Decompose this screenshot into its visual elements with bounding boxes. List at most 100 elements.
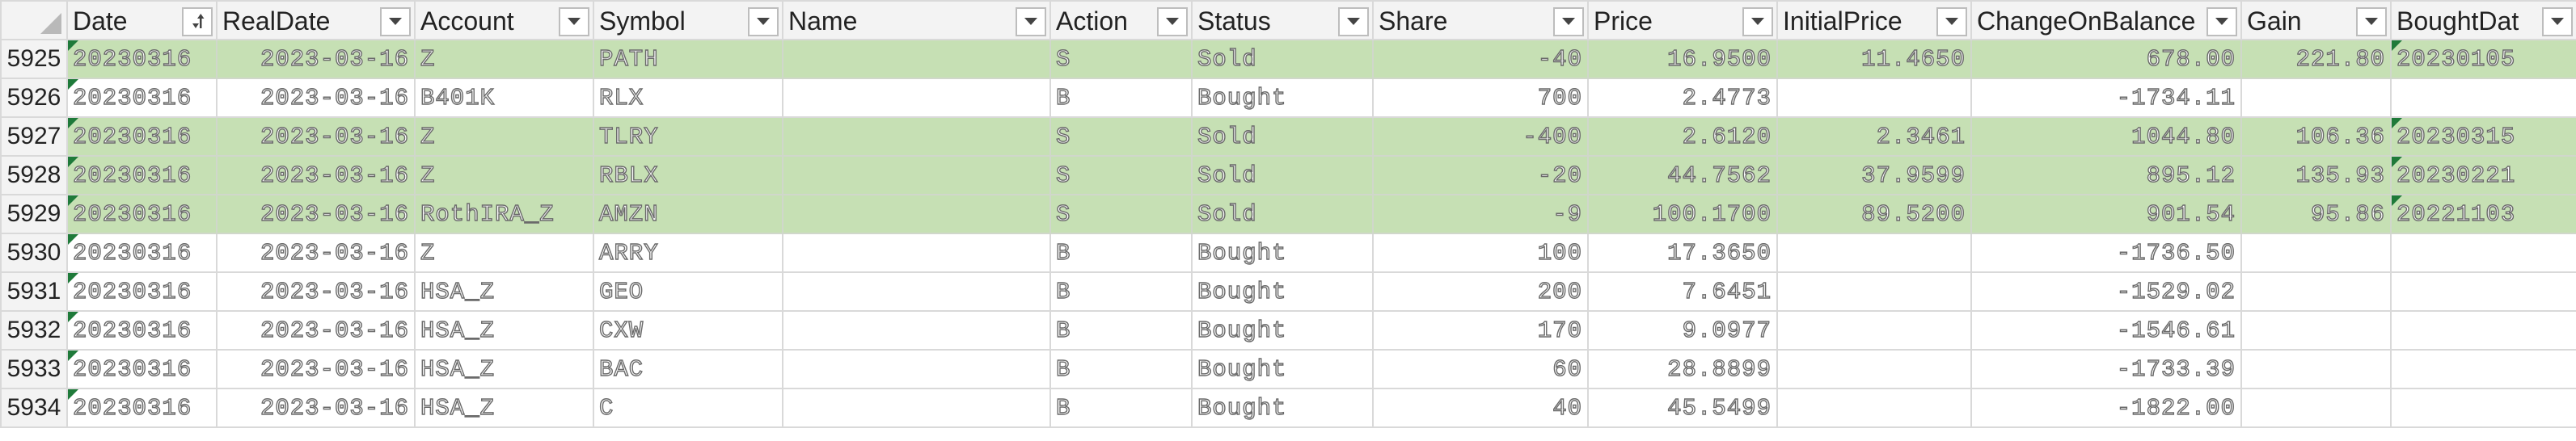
cell-boughtdate[interactable] (2390, 78, 2576, 118)
cell-account[interactable]: B401K (414, 78, 594, 118)
column-header-share[interactable]: Share (1372, 0, 1589, 40)
cell-boughtdate[interactable] (2390, 349, 2576, 389)
cell-status[interactable]: Sold (1191, 39, 1374, 79)
cell-boughtdate[interactable]: 20230315 (2390, 116, 2576, 157)
cell-name[interactable] (782, 349, 1051, 389)
cell-price[interactable]: 9.0977 (1587, 310, 1778, 351)
cell-symbol[interactable]: C (593, 388, 783, 428)
column-header-action[interactable]: Action (1049, 0, 1193, 40)
cell-share[interactable]: 60 (1372, 349, 1589, 389)
cell-account[interactable]: HSA_Z (414, 349, 594, 389)
cell-account[interactable]: HSA_Z (414, 310, 594, 351)
cell-price[interactable]: 16.9500 (1587, 39, 1778, 79)
filter-button[interactable] (1553, 7, 1584, 36)
cell-initialprice[interactable]: 37.9599 (1776, 155, 1972, 195)
cell-gain[interactable] (2240, 349, 2392, 389)
cell-realdate[interactable]: 2023-03-16 (216, 78, 416, 118)
cell-name[interactable] (782, 39, 1051, 79)
cell-symbol[interactable]: BAC (593, 349, 783, 389)
cell-status[interactable]: Bought (1191, 388, 1374, 428)
cell-symbol[interactable]: GEO (593, 271, 783, 312)
cell-account[interactable]: Z (414, 155, 594, 195)
filter-button[interactable] (748, 7, 779, 36)
column-header-initialprice[interactable]: InitialPrice (1776, 0, 1972, 40)
table-row[interactable]: 5928 20230316 2023-03-16 Z RBLX S Sold -20 44.75… (0, 155, 2576, 195)
cell-realdate[interactable]: 2023-03-16 (216, 388, 416, 428)
cell-realdate[interactable]: 2023-03-16 (216, 271, 416, 312)
cell-symbol[interactable]: ARRY (593, 233, 783, 273)
cell-action[interactable]: B (1049, 271, 1193, 312)
cell-changeonbalance[interactable]: -1736.50 (1970, 233, 2242, 273)
cell-gain[interactable] (2240, 78, 2392, 118)
cell-share[interactable]: -9 (1372, 194, 1589, 234)
cell-initialprice[interactable] (1776, 78, 1972, 118)
cell-share[interactable]: 700 (1372, 78, 1589, 118)
cell-action[interactable]: S (1049, 194, 1193, 234)
cell-gain[interactable] (2240, 388, 2392, 428)
cell-realdate[interactable]: 2023-03-16 (216, 194, 416, 234)
cell-initialprice[interactable] (1776, 310, 1972, 351)
cell-price[interactable]: 2.4773 (1587, 78, 1778, 118)
cell-changeonbalance[interactable]: 1044.80 (1970, 116, 2242, 157)
cell-price[interactable]: 44.7562 (1587, 155, 1778, 195)
cell-name[interactable] (782, 310, 1051, 351)
table-row[interactable]: 5932 20230316 2023-03-16 HSA_Z CXW B Bought 170… (0, 310, 2576, 351)
cell-action[interactable]: B (1049, 78, 1193, 118)
cell-status[interactable]: Sold (1191, 155, 1374, 195)
column-header-changeonbalance[interactable]: ChangeOnBalance (1970, 0, 2242, 40)
cell-action[interactable]: S (1049, 116, 1193, 157)
select-all-corner[interactable] (0, 0, 68, 40)
cell-initialprice[interactable] (1776, 271, 1972, 312)
table-row[interactable]: 5930 20230316 2023-03-16 Z ARRY B Bought 100 17.… (0, 233, 2576, 273)
cell-changeonbalance[interactable]: 678.00 (1970, 39, 2242, 79)
cell-boughtdate[interactable] (2390, 271, 2576, 312)
cell-changeonbalance[interactable]: -1822.00 (1970, 388, 2242, 428)
cell-changeonbalance[interactable]: -1546.61 (1970, 310, 2242, 351)
filter-button[interactable] (2206, 7, 2237, 36)
cell-name[interactable] (782, 78, 1051, 118)
cell-price[interactable]: 28.8899 (1587, 349, 1778, 389)
cell-price[interactable]: 2.6120 (1587, 116, 1778, 157)
filter-button[interactable] (380, 7, 411, 36)
column-header-realdate[interactable]: RealDate (216, 0, 416, 40)
table-row[interactable]: 5929 20230316 2023-03-16 RothIRA_Z AMZN S Sold… (0, 194, 2576, 234)
table-row[interactable]: 5934 20230316 2023-03-16 HSA_Z C B Bought 40 45.… (0, 388, 2576, 428)
cell-action[interactable]: B (1049, 349, 1193, 389)
cell-realdate[interactable]: 2023-03-16 (216, 349, 416, 389)
cell-date[interactable]: 20230316 (66, 155, 217, 195)
table-row[interactable]: 5926 20230316 2023-03-16 B401K RLX B Bought 700… (0, 78, 2576, 118)
cell-action[interactable]: B (1049, 388, 1193, 428)
cell-realdate[interactable]: 2023-03-16 (216, 310, 416, 351)
table-row[interactable]: 5931 20230316 2023-03-16 HSA_Z GEO B Bought 200… (0, 271, 2576, 312)
cell-date[interactable]: 20230316 (66, 388, 217, 428)
column-header-date[interactable]: Date (66, 0, 217, 40)
cell-account[interactable]: HSA_Z (414, 388, 594, 428)
filter-button[interactable] (1936, 7, 1967, 36)
column-header-name[interactable]: Name (782, 0, 1051, 40)
cell-symbol[interactable]: TLRY (593, 116, 783, 157)
cell-status[interactable]: Bought (1191, 271, 1374, 312)
cell-price[interactable]: 45.5499 (1587, 388, 1778, 428)
cell-initialprice[interactable]: 2.3461 (1776, 116, 1972, 157)
cell-gain[interactable] (2240, 233, 2392, 273)
cell-name[interactable] (782, 194, 1051, 234)
cell-changeonbalance[interactable]: 895.12 (1970, 155, 2242, 195)
cell-symbol[interactable]: RLX (593, 78, 783, 118)
cell-gain[interactable] (2240, 271, 2392, 312)
row-number[interactable]: 5932 (0, 310, 68, 351)
column-header-symbol[interactable]: Symbol (593, 0, 783, 40)
cell-date[interactable]: 20230316 (66, 310, 217, 351)
cell-realdate[interactable]: 2023-03-16 (216, 233, 416, 273)
cell-status[interactable]: Bought (1191, 310, 1374, 351)
cell-share[interactable]: -20 (1372, 155, 1589, 195)
cell-realdate[interactable]: 2023-03-16 (216, 155, 416, 195)
cell-boughtdate[interactable]: 20230221 (2390, 155, 2576, 195)
cell-date[interactable]: 20230316 (66, 271, 217, 312)
cell-share[interactable]: 100 (1372, 233, 1589, 273)
row-number[interactable]: 5929 (0, 194, 68, 234)
cell-name[interactable] (782, 388, 1051, 428)
row-number[interactable]: 5925 (0, 39, 68, 79)
cell-account[interactable]: Z (414, 233, 594, 273)
cell-initialprice[interactable] (1776, 233, 1972, 273)
cell-status[interactable]: Sold (1191, 116, 1374, 157)
